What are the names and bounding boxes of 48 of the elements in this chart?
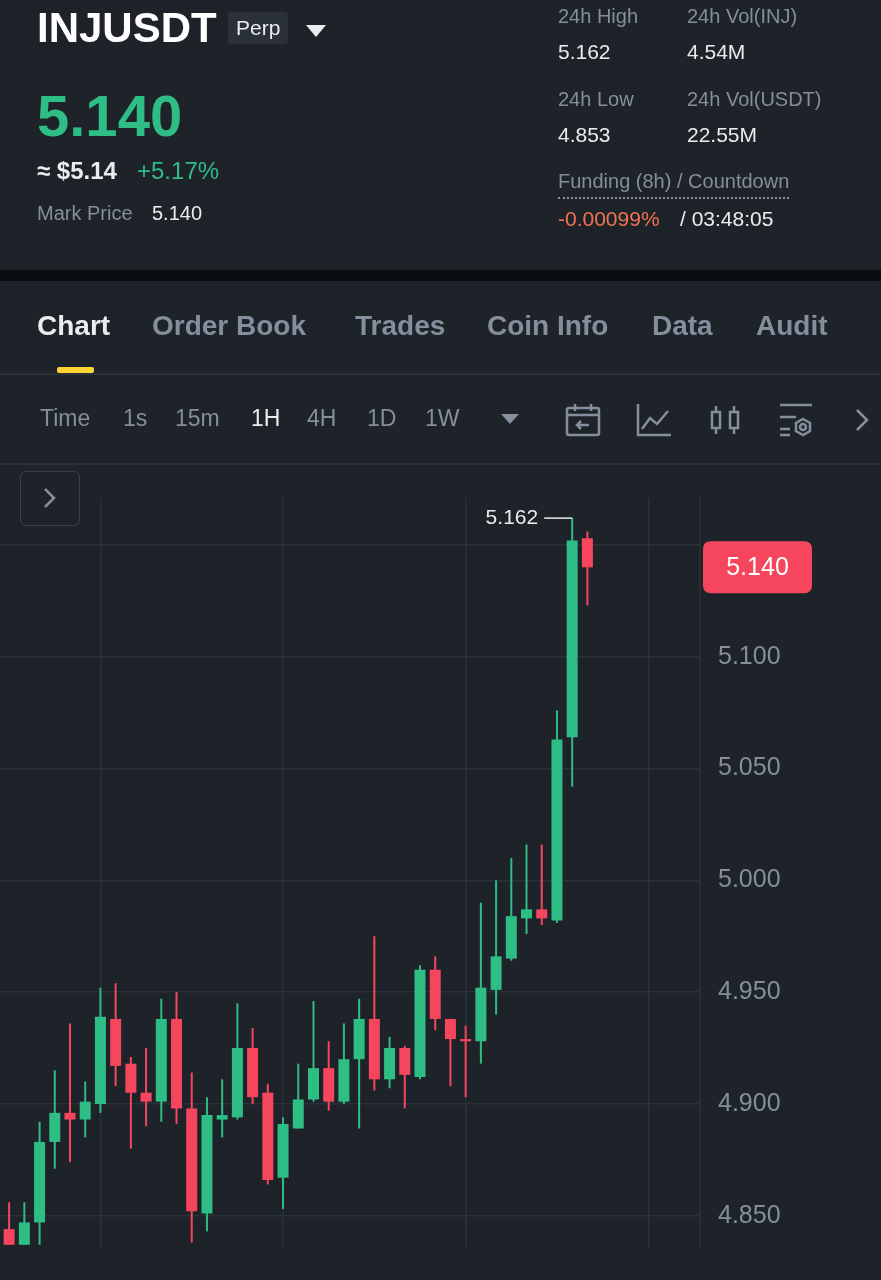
y-tick-label: 5.050 (718, 752, 781, 781)
text: 24h High (558, 5, 639, 28)
y-tick-label: 5.100 (718, 640, 781, 669)
y-tick-label: 4.950 (718, 976, 781, 1005)
text: 5.140 (152, 202, 203, 225)
text: 24h Vol(USDT) (687, 88, 822, 111)
text: +5.17% (137, 157, 220, 185)
text: 1D (367, 405, 397, 432)
candlestick (64, 1022, 76, 1164)
annotation: 5.162 (485, 504, 539, 528)
candlestick (3, 1201, 15, 1246)
text: Order Book (152, 310, 307, 342)
text: Funding (8h) / Countdown (558, 170, 790, 199)
text: Coin Info (487, 310, 609, 342)
text: 1H (251, 405, 281, 432)
text: 22.55M (687, 123, 758, 147)
candlestick (521, 843, 533, 935)
candlestick (444, 1017, 456, 1088)
chart-subtitle: Perp (228, 12, 289, 44)
candlestick (536, 843, 548, 927)
chart-title: INJUSDT (37, 4, 217, 52)
candlestick (79, 1080, 91, 1139)
text: Audit (756, 310, 828, 342)
candlestick (140, 1047, 152, 1128)
text: 4.54M (687, 40, 746, 64)
candlestick (216, 1078, 228, 1139)
text: 1W (425, 405, 460, 432)
text: 4H (307, 405, 337, 432)
text: ≈ $5.14 (37, 157, 117, 185)
text: Mark Price (37, 202, 133, 225)
text: Chart (37, 310, 111, 342)
text: 4.853 (558, 123, 611, 147)
y-tick-label: 5.000 (718, 864, 781, 893)
text: / 03:48:05 (680, 207, 774, 231)
text: 5.140 (726, 552, 789, 581)
text: Time (40, 405, 91, 432)
text: 24h Low (558, 88, 634, 111)
y-tick-label: 4.850 (718, 1199, 781, 1228)
text: Data (652, 310, 713, 342)
text: 15m (175, 405, 220, 432)
text: 1s (123, 405, 148, 432)
text: 5.140 (37, 82, 183, 149)
y-tick-label: 4.900 (718, 1087, 781, 1116)
text: 24h Vol(INJ) (687, 5, 798, 28)
text: 5.162 (558, 40, 611, 64)
text: -0.00099% (558, 207, 660, 231)
candlestick (18, 1201, 30, 1246)
text: Trades (355, 310, 446, 342)
